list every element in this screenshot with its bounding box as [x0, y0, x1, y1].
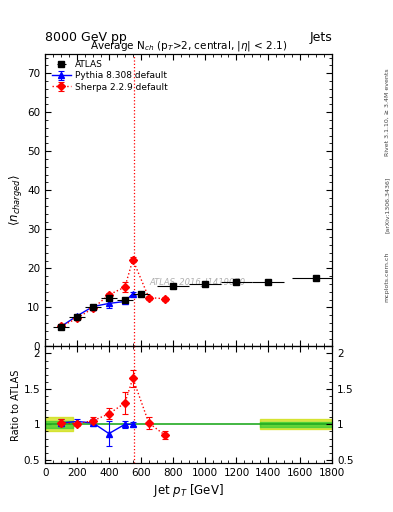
Text: [arXiv:1306.3436]: [arXiv:1306.3436] [385, 177, 389, 233]
Text: Rivet 3.1.10, ≥ 3.4M events: Rivet 3.1.10, ≥ 3.4M events [385, 69, 389, 157]
Y-axis label: Ratio to ATLAS: Ratio to ATLAS [11, 369, 21, 440]
Text: 8000 GeV pp: 8000 GeV pp [45, 31, 127, 44]
Text: Jets: Jets [309, 31, 332, 44]
Text: mcplots.cern.ch: mcplots.cern.ch [385, 251, 389, 302]
X-axis label: Jet $p_T$ [GeV]: Jet $p_T$ [GeV] [153, 482, 224, 499]
Title: Average N$_{ch}$ (p$_{T}$>2, central, |$\eta$| < 2.1): Average N$_{ch}$ (p$_{T}$>2, central, |$… [90, 39, 287, 53]
Text: ATLAS_2016_I1419070: ATLAS_2016_I1419070 [149, 278, 245, 287]
Legend: ATLAS, Pythia 8.308 default, Sherpa 2.2.9 default: ATLAS, Pythia 8.308 default, Sherpa 2.2.… [49, 57, 171, 94]
Y-axis label: $\langle n_{charged} \rangle$: $\langle n_{charged} \rangle$ [7, 174, 24, 226]
